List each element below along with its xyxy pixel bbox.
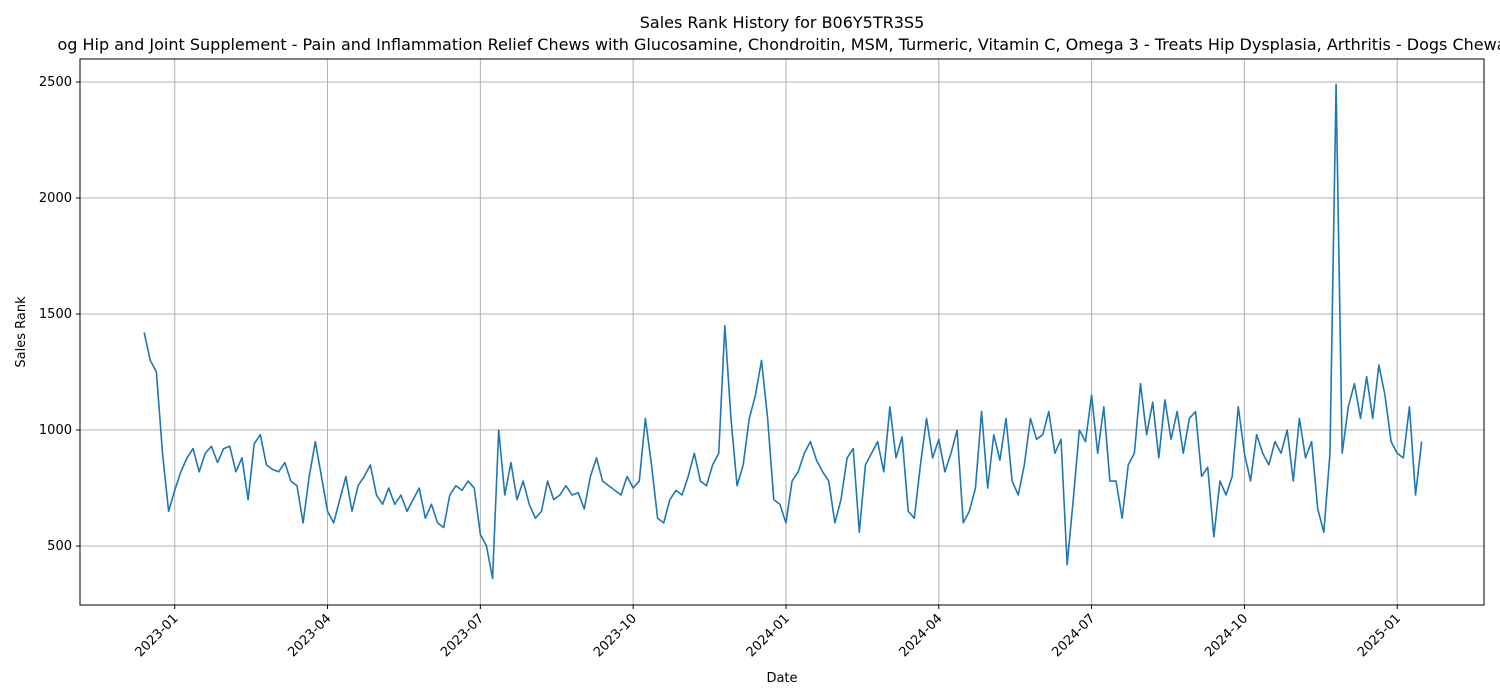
x-tick-label: 2023-07 [438, 611, 487, 660]
y-tick-label: 2000 [39, 191, 72, 206]
x-tick-label: 2025-01 [1355, 611, 1404, 660]
y-tick-label: 1000 [39, 423, 72, 438]
y-axis-label: Sales Rank [14, 296, 29, 368]
x-tick-label: 2024-10 [1202, 611, 1251, 660]
y-tick-label: 500 [47, 539, 72, 554]
chart-subtitle: og Hip and Joint Supplement - Pain and I… [57, 35, 1500, 54]
plot-frame [79, 58, 1485, 606]
data-line [143, 83, 1423, 580]
chart-title: Sales Rank History for B06Y5TR3S5 [640, 13, 925, 32]
x-tick-label: 2024-04 [897, 611, 946, 660]
x-tick-label: 2024-07 [1049, 611, 1098, 660]
x-tick-label: 2023-10 [591, 611, 640, 660]
y-tick-label: 1500 [39, 307, 72, 322]
x-tick-label: 2024-01 [744, 611, 793, 660]
x-tick-label: 2023-04 [285, 611, 334, 660]
x-axis-label: Date [766, 671, 797, 686]
y-tick-label: 2500 [39, 75, 72, 90]
x-tick-label: 2023-01 [133, 611, 182, 660]
